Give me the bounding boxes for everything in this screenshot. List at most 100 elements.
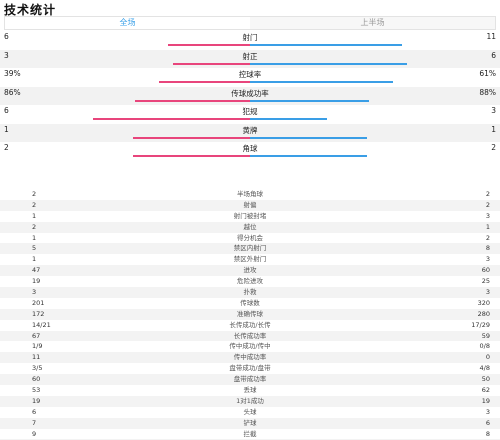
home-value: 1 xyxy=(32,255,37,264)
away-bar xyxy=(250,136,367,139)
away-value: 3 xyxy=(485,211,490,220)
home-value: 1 xyxy=(32,211,37,220)
home-value: 2 xyxy=(32,200,37,209)
away-value: 61% xyxy=(479,69,496,78)
stat-label: 头球 xyxy=(243,407,257,416)
stat-label: 传球成功率 xyxy=(231,88,269,98)
away-value: 25 xyxy=(481,277,490,286)
stat-label: 进攻 xyxy=(243,266,257,275)
stat-row: 2 角球 2 xyxy=(0,142,500,161)
stat-row: 3 扑救 3 xyxy=(0,287,500,298)
stat-label: 铲球 xyxy=(243,418,257,427)
tab-first-half[interactable]: 上半场 xyxy=(250,17,495,29)
home-bar xyxy=(133,136,250,139)
stat-label: 扑救 xyxy=(243,288,257,297)
stat-row: 67 长传成功率 59 xyxy=(0,330,500,342)
home-value: 19 xyxy=(32,277,41,286)
home-value: 6 xyxy=(4,106,9,115)
stat-row: 1 得分机会 2 xyxy=(0,233,500,244)
away-value: 320 xyxy=(477,298,490,307)
stat-row: 5 禁区内射门 8 xyxy=(0,243,500,255)
home-bar xyxy=(172,62,250,65)
stat-label: 得分机会 xyxy=(237,233,263,242)
home-value: 2 xyxy=(4,143,9,152)
stat-row: 9 拦截 8 xyxy=(0,429,500,440)
home-value: 3 xyxy=(4,50,9,60)
stat-label: 射门被封堵 xyxy=(233,211,267,220)
home-value: 7 xyxy=(32,418,37,427)
away-value: 1 xyxy=(491,124,496,134)
stat-label: 射偏 xyxy=(243,200,257,209)
away-value: 6 xyxy=(491,50,496,60)
away-bar xyxy=(250,81,393,83)
home-value: 53 xyxy=(32,386,41,395)
stat-row: 2 射偏 2 xyxy=(0,199,500,211)
home-value: 14/21 xyxy=(32,320,51,329)
stat-row: 1/9 传中成功/传中 0/8 xyxy=(0,341,500,352)
stat-label: 禁区外射门 xyxy=(233,255,267,264)
home-value: 67 xyxy=(32,331,41,340)
period-tabs: 全场 上半场 xyxy=(4,16,496,30)
stat-row: 2 越位 1 xyxy=(0,221,500,233)
away-bar xyxy=(250,99,370,102)
home-value: 3 xyxy=(32,288,37,297)
home-value: 39% xyxy=(4,69,21,78)
home-value: 2 xyxy=(32,222,37,231)
tab-full-match[interactable]: 全场 xyxy=(5,17,250,29)
home-value: 1/9 xyxy=(32,342,43,351)
stat-label: 长传成功/长传 xyxy=(229,320,271,329)
stat-row: 1 禁区外射门 3 xyxy=(0,254,500,265)
stat-label: 长传成功率 xyxy=(233,331,267,340)
stat-label: 丢球 xyxy=(243,386,257,395)
away-value: 2 xyxy=(485,200,490,209)
away-value: 0 xyxy=(485,353,490,362)
stat-row: 1 射门被封堵 3 xyxy=(0,211,500,222)
away-value: 3 xyxy=(491,106,496,115)
home-value: 201 xyxy=(32,298,45,307)
stat-row: 2 半场角球 2 xyxy=(0,189,500,200)
home-value: 47 xyxy=(32,266,41,275)
stat-label: 1对1成功 xyxy=(236,396,264,405)
stat-row: 11 传中成功率 0 xyxy=(0,352,500,364)
away-value: 1 xyxy=(485,222,490,231)
stat-label: 半场角球 xyxy=(237,190,263,198)
stat-label: 控球率 xyxy=(238,70,262,79)
away-value: 11 xyxy=(486,32,496,41)
stat-row: 201 传球数 320 xyxy=(0,298,500,309)
stat-row: 19 1对1成功 19 xyxy=(0,395,500,407)
away-value: 3 xyxy=(485,288,490,297)
stat-label: 准确传球 xyxy=(237,309,263,318)
away-bar xyxy=(250,62,407,65)
away-bar xyxy=(250,118,328,120)
stat-row: 3/5 盘带成功/盘带 4/8 xyxy=(0,363,500,374)
home-bar xyxy=(135,99,250,102)
stat-label: 犯规 xyxy=(242,107,258,116)
away-value: 50 xyxy=(481,375,490,384)
home-value: 6 xyxy=(32,407,37,416)
away-value: 3 xyxy=(485,407,490,416)
stat-row: 172 准确传球 280 xyxy=(0,308,500,320)
home-value: 9 xyxy=(32,429,37,438)
home-value: 86% xyxy=(4,87,21,97)
home-value: 172 xyxy=(32,309,45,318)
stat-label: 禁区内射门 xyxy=(233,244,267,253)
stat-label: 角球 xyxy=(242,144,258,153)
away-value: 8 xyxy=(485,244,490,253)
stat-row: 86% 传球成功率 88% xyxy=(0,86,500,105)
stat-label: 危险进攻 xyxy=(237,277,263,286)
stat-label: 射门 xyxy=(242,33,258,42)
stat-row: 6 射门 11 xyxy=(0,31,500,50)
bar-stats-section: 6 射门 11 3 射正 6 39% 控球率 61% 86% 传球成功率 88% 6 犯规 3 1 黄牌 1 2 角球… xyxy=(0,31,500,161)
home-bar xyxy=(133,155,250,157)
stat-label: 传中成功率 xyxy=(233,353,267,362)
stat-row: 53 丢球 62 xyxy=(0,385,500,396)
home-value: 11 xyxy=(32,353,41,362)
stat-row: 19 危险进攻 25 xyxy=(0,276,500,287)
away-value: 2 xyxy=(485,190,490,198)
away-value: 0/8 xyxy=(479,342,490,351)
home-value: 60 xyxy=(32,375,41,384)
away-value: 19 xyxy=(481,396,490,405)
away-value: 59 xyxy=(481,331,490,340)
stat-label: 黄牌 xyxy=(242,125,258,135)
away-value: 2 xyxy=(485,233,490,242)
